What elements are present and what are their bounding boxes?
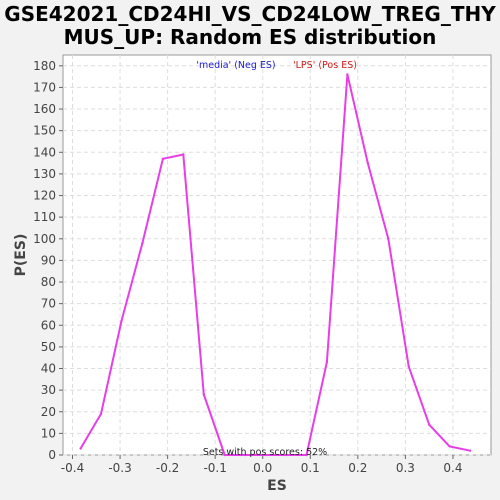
legend-pos-label: 'LPS' (Pos ES) [293, 60, 357, 71]
plot-area [62, 54, 492, 456]
data-point [305, 453, 308, 457]
y-tick-label: 130 [33, 167, 56, 181]
y-tick-label: 90 [41, 253, 56, 267]
y-tick-label: 10 [41, 426, 56, 440]
y-axis-title: P(ES) [13, 234, 29, 277]
y-tick-label: 170 [33, 80, 56, 94]
data-point [448, 445, 451, 448]
y-tick-label: 20 [41, 405, 56, 419]
data-point [264, 453, 267, 457]
y-tick-label: 110 [33, 210, 56, 224]
pos-score-annotation: Sets with pos scores: 52% [203, 447, 327, 458]
axes: -0.4 -0.3 -0.2 -0.1 0.0 0.1 0.2 0.3 0.4 0 10 20 30 40… [33, 59, 462, 475]
data-point [366, 161, 370, 165]
y-tick-label: 120 [33, 189, 56, 203]
x-tick-label: -0.4 [61, 461, 84, 475]
y-tick-label: 70 [41, 297, 56, 311]
x-tick-label: 0.0 [253, 461, 272, 475]
y-tick-label: 50 [41, 340, 56, 354]
grid-lines [63, 55, 491, 456]
x-axis-title: ES [267, 478, 287, 494]
x-tick-label: 0.4 [443, 461, 462, 475]
data-point [243, 453, 247, 457]
data-point [202, 393, 205, 396]
chart-title-line-2: MUS_UP: Random ES distribution [64, 25, 437, 49]
y-tick-label: 100 [33, 232, 56, 246]
data-point [387, 237, 390, 240]
data-point [120, 319, 123, 323]
y-tick-label: 30 [41, 383, 56, 397]
data-point [468, 449, 472, 452]
data-point [284, 453, 288, 457]
series-layer [79, 73, 472, 457]
y-tick-label: 0 [48, 448, 56, 462]
x-tick-label: 0.3 [396, 461, 415, 475]
y-tick-label: 40 [41, 362, 56, 376]
x-tick-label: -0.1 [203, 461, 226, 475]
y-tick-label: 80 [41, 275, 56, 289]
chart-title-line-1: GSE42021_CD24HI_VS_CD24LOW_TREG_THY [4, 2, 496, 26]
data-point [223, 453, 226, 457]
data-point [407, 365, 410, 368]
data-point [161, 157, 165, 160]
data-point [325, 360, 329, 364]
y-tick-label: 140 [33, 145, 56, 159]
y-tick-label: 150 [33, 124, 56, 138]
data-point [182, 153, 185, 156]
x-tick-label: -0.2 [156, 461, 179, 475]
x-tick-label: 0.2 [348, 461, 367, 475]
x-tick-label: 0.1 [301, 461, 320, 475]
y-tick-label: 180 [33, 59, 56, 73]
data-point [427, 423, 431, 426]
data-point [346, 73, 349, 76]
y-tick-label: 160 [33, 102, 56, 116]
x-tick-label: -0.3 [108, 461, 131, 475]
series-line [79, 73, 471, 456]
data-point [141, 241, 144, 245]
y-tick-label: 60 [41, 318, 56, 332]
legend-neg-label: 'media' (Neg ES) [196, 60, 275, 71]
data-point [79, 447, 82, 450]
data-point [99, 412, 103, 416]
